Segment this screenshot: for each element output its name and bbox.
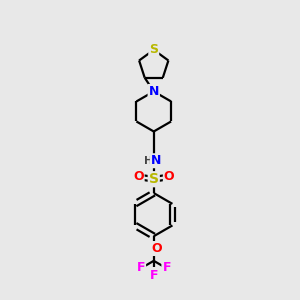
Text: O: O <box>164 170 175 183</box>
Text: O: O <box>152 242 162 255</box>
Text: H: H <box>144 156 153 166</box>
Text: N: N <box>151 154 161 167</box>
Text: O: O <box>133 170 144 183</box>
Text: F: F <box>136 261 145 274</box>
Text: N: N <box>148 85 159 98</box>
Text: S: S <box>149 44 158 56</box>
Text: F: F <box>162 261 171 274</box>
Text: F: F <box>149 269 158 282</box>
Text: S: S <box>149 172 159 186</box>
